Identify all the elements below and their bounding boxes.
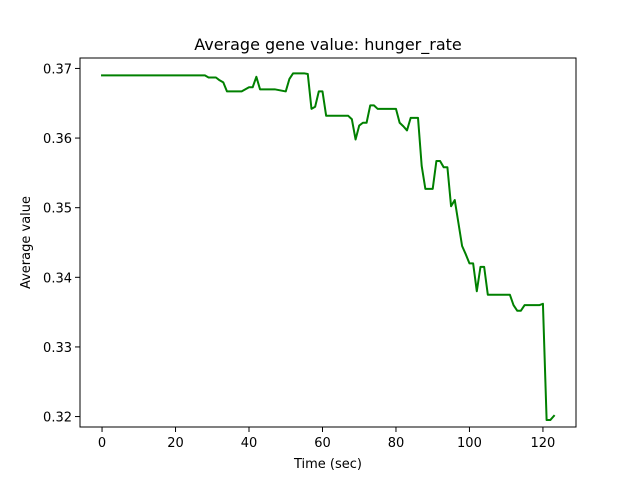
x-tick-label: 60	[314, 436, 331, 451]
x-tick-label: 40	[241, 436, 258, 451]
y-tick-label: 0.33	[43, 341, 72, 356]
y-axis: 0.32 0.33 0.34 0.35 0.36 0.37	[43, 62, 80, 426]
y-axis-label: Average value	[19, 196, 34, 289]
y-tick-label: 0.34	[43, 271, 72, 286]
series-line	[101, 72, 556, 422]
x-tick-label: 80	[388, 436, 405, 451]
y-tick-label: 0.36	[43, 132, 72, 147]
axes-frame	[79, 57, 577, 428]
y-tick-label: 0.32	[43, 411, 72, 426]
chart-title: Average gene value: hunger_rate	[194, 35, 462, 55]
x-tick-label: 100	[457, 436, 482, 451]
y-tick-label: 0.37	[43, 62, 72, 77]
x-tick-label: 0	[98, 436, 106, 451]
x-axis-label: Time (sec)	[293, 457, 362, 472]
x-axis: 0 20 40 60 80 100 120	[98, 427, 555, 451]
y-tick-label: 0.35	[43, 202, 72, 217]
series-group	[101, 72, 556, 422]
x-tick-label: 120	[531, 436, 556, 451]
x-tick-label: 20	[167, 436, 184, 451]
